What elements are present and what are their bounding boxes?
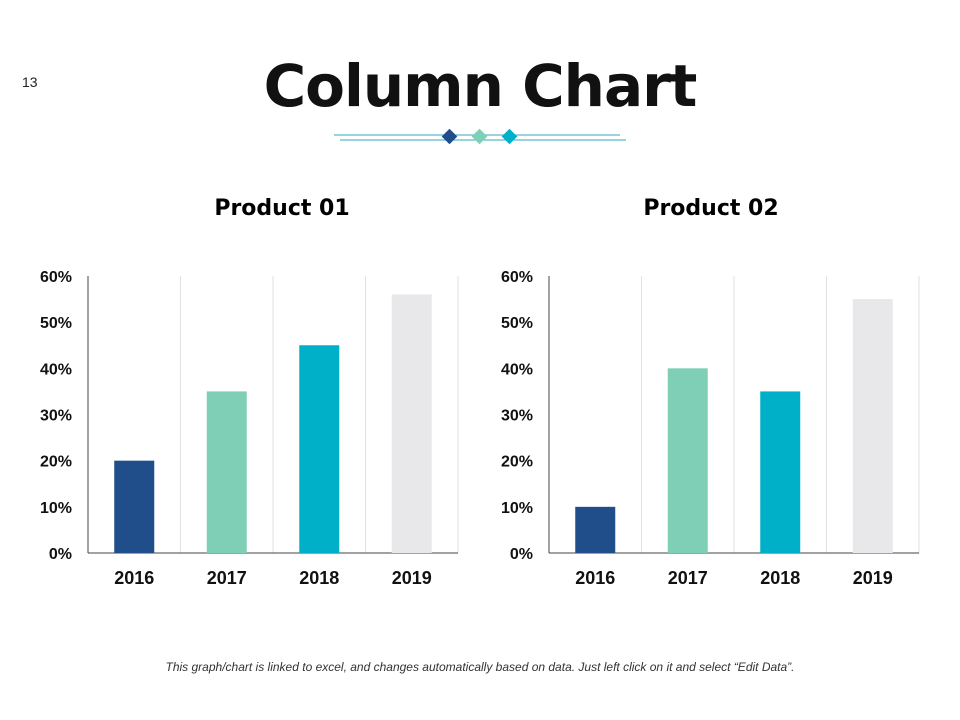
- x-tick-label: 2017: [207, 568, 247, 588]
- bar-2017: [206, 391, 247, 553]
- slide-number: 13: [22, 74, 38, 90]
- x-tick-label: 2017: [668, 568, 708, 588]
- divider-diamond-navy: [441, 128, 458, 145]
- x-tick-label: 2019: [392, 568, 432, 588]
- y-tick-label: 40%: [40, 361, 72, 378]
- bar-2019: [852, 299, 893, 553]
- y-tick-label: 10%: [501, 500, 533, 517]
- chart-title-product-01: Product 01: [214, 196, 350, 221]
- x-tick-label: 2019: [853, 568, 893, 588]
- bar-2018: [760, 391, 801, 553]
- y-tick-label: 20%: [40, 454, 72, 471]
- y-tick-label: 50%: [40, 315, 72, 332]
- y-tick-label: 30%: [40, 408, 72, 425]
- bar-2016: [114, 460, 155, 553]
- title-divider: [334, 128, 626, 145]
- footer-note: This graph/chart is linked to excel, and…: [165, 660, 795, 674]
- y-tick-label: 60%: [501, 269, 533, 286]
- column-chart-product-01: 0% 10% 20% 30% 40% 50% 60% 2016 2017 2018 2019: [40, 269, 459, 588]
- y-tick-label: 50%: [501, 315, 533, 332]
- column-chart-product-02: 0% 10% 20% 30% 40% 50% 60% 2016 2017 2018 2019: [501, 269, 920, 588]
- bar-2016: [575, 506, 616, 553]
- bar-2018: [299, 345, 340, 553]
- chart-title-product-02: Product 02: [643, 196, 779, 221]
- x-tick-label: 2016: [114, 568, 154, 588]
- y-tick-label: 20%: [501, 454, 533, 471]
- page-title: Column Chart: [263, 52, 698, 120]
- y-tick-label: 10%: [40, 500, 72, 517]
- y-tick-label: 60%: [40, 269, 72, 286]
- bar-2019: [391, 294, 432, 553]
- divider-diamond-teal: [501, 128, 518, 145]
- y-tick-label: 30%: [501, 408, 533, 425]
- x-tick-label: 2016: [575, 568, 615, 588]
- divider-diamond-mint: [471, 128, 488, 145]
- y-tick-label: 0%: [510, 546, 533, 563]
- bar-2017: [667, 368, 708, 553]
- x-tick-label: 2018: [299, 568, 339, 588]
- x-tick-label: 2018: [760, 568, 800, 588]
- y-tick-label: 0%: [49, 546, 72, 563]
- y-tick-label: 40%: [501, 361, 533, 378]
